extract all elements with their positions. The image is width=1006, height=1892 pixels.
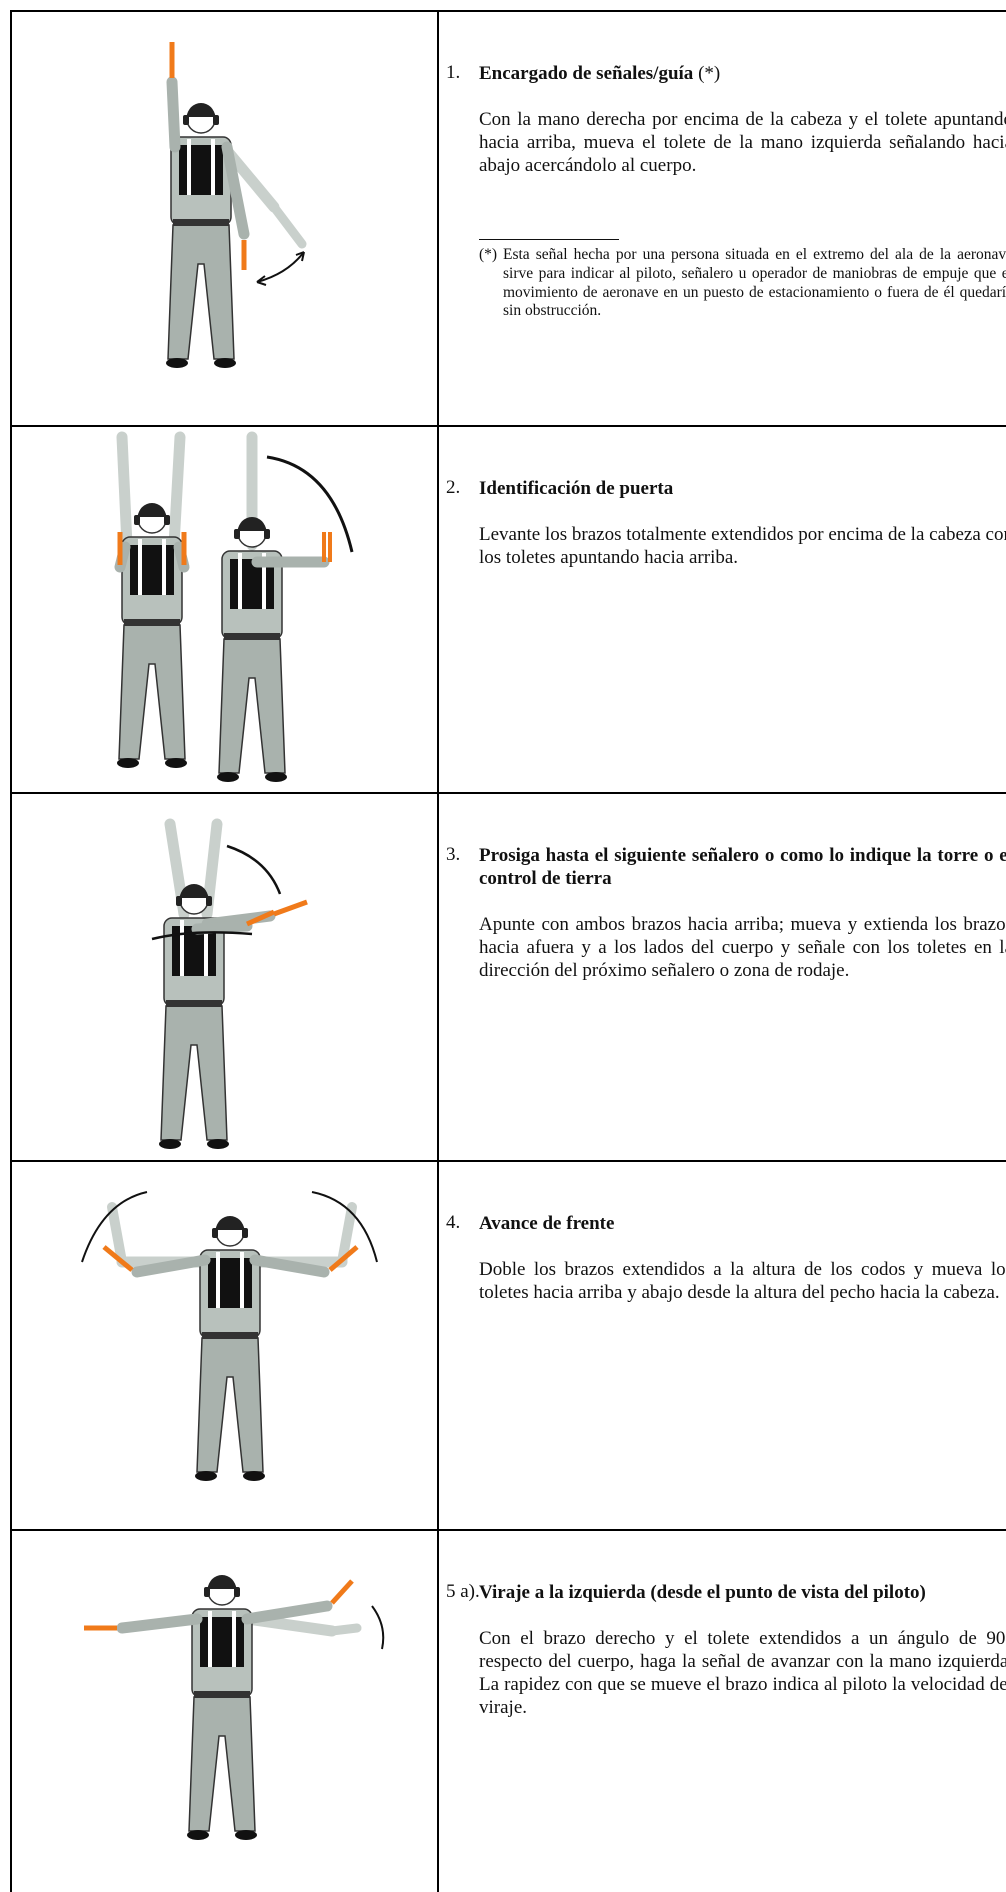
item-number: 3.	[446, 844, 461, 865]
illustration-cell	[10, 1531, 439, 1892]
title-note: (*)	[698, 63, 721, 84]
item-title-text: Encargado de señales/guía	[479, 63, 694, 84]
item-body: Encargado de señales/guía (*) Con la man…	[479, 62, 1006, 321]
item-text: Con el brazo derecho y el tolete extendi…	[479, 1628, 1006, 1718]
illustration-cell	[10, 794, 439, 1160]
item-title: Avance de frente	[479, 1213, 615, 1234]
item-text: Apunte con ambos brazos hacia arriba; mu…	[479, 914, 1006, 981]
illustration-cell	[10, 427, 439, 792]
item-number: 5 a).	[446, 1581, 480, 1602]
illustration	[114, 431, 354, 784]
item-body: Avance de frente Doble los brazos extend…	[479, 1212, 1006, 1304]
text-cell: 4. Avance de frente Doble los brazos ext…	[439, 1162, 1006, 1529]
item-body: Prosiga hasta el siguiente señalero o co…	[479, 844, 1006, 982]
text-cell: 5 a). Viraje a la izquierda (desde el pu…	[439, 1531, 1006, 1892]
item-number: 4.	[446, 1212, 461, 1233]
item-title: Prosiga hasta el siguiente señalero o co…	[479, 845, 1006, 889]
row: 3. Prosiga hasta el siguiente señalero o…	[10, 792, 1006, 1160]
text-cell: 1. Encargado de señales/guía (*) Con la …	[439, 12, 1006, 425]
item-text: Doble los brazos extendidos a la altura …	[479, 1259, 1006, 1303]
item-body: Identificación de puerta Levante los bra…	[479, 477, 1006, 569]
item-number: 2.	[446, 477, 461, 498]
row: 4. Avance de frente Doble los brazos ext…	[10, 1160, 1006, 1529]
footnote-rule	[479, 239, 619, 240]
footnote-marker: (*)	[479, 246, 498, 263]
item-title: Encargado de señales/guía (*)	[479, 62, 1006, 85]
text-cell: 2. Identificación de puerta Levante los …	[439, 427, 1006, 792]
illustration-cell	[10, 1162, 439, 1529]
footnote: (*) Esta señal hecha por una persona situ…	[479, 246, 1006, 321]
illustration	[84, 1573, 385, 1842]
row: 1. Encargado de señales/guía (*) Con la …	[10, 10, 1006, 425]
footnote-text: Esta señal hecha por una persona situada…	[503, 246, 1006, 320]
illustration	[151, 818, 308, 1151]
row: 5 a). Viraje a la izquierda (desde el pu…	[10, 1529, 1006, 1892]
item-title: Viraje a la izquierda (desde el punto de…	[479, 1582, 926, 1603]
text-cell: 3. Prosiga hasta el siguiente señalero o…	[439, 794, 1006, 1160]
illustration	[164, 42, 307, 370]
illustration	[81, 1191, 378, 1483]
row: 2. Identificación de puerta Levante los …	[10, 425, 1006, 792]
illustration-cell	[10, 12, 439, 425]
item-body: Viraje a la izquierda (desde el punto de…	[479, 1581, 1006, 1719]
item-number: 1.	[446, 62, 461, 83]
item-text: Levante los brazos totalmente extendidos…	[479, 524, 1006, 568]
item-title: Identificación de puerta	[479, 478, 674, 499]
item-text: Con la mano derecha por encima de la cab…	[479, 109, 1006, 176]
